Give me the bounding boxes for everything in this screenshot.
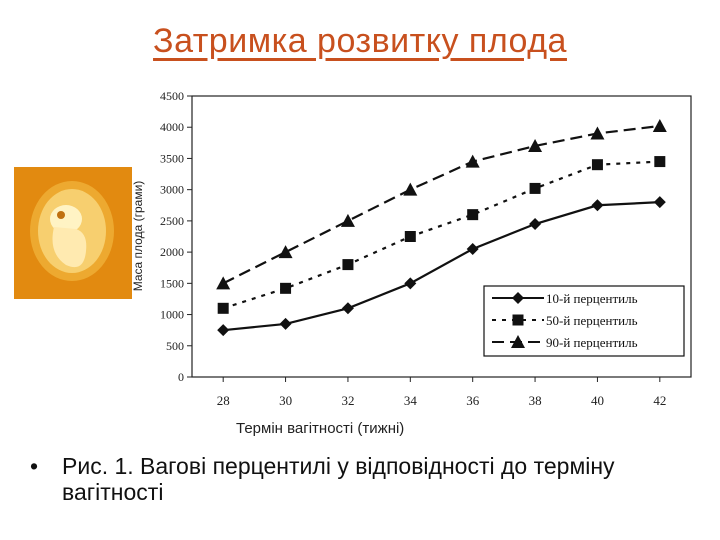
bullet: • bbox=[30, 453, 39, 479]
data-point-square bbox=[280, 282, 292, 294]
data-point-diamond bbox=[279, 317, 292, 330]
series-line bbox=[222, 124, 660, 285]
data-point-square bbox=[591, 159, 603, 171]
embryo-image-icon bbox=[14, 167, 132, 299]
plot-frame bbox=[191, 95, 692, 378]
data-point-diamond bbox=[404, 277, 417, 290]
data-point-diamond bbox=[217, 324, 230, 337]
slide-title: Затримка розвитку плода bbox=[153, 22, 567, 60]
legend-label: 50-й перцентиль bbox=[546, 313, 638, 328]
data-point-square bbox=[404, 231, 416, 242]
data-point-triangle bbox=[216, 276, 231, 290]
series-line bbox=[223, 201, 660, 332]
data-point-triangle bbox=[340, 213, 355, 227]
x-tick-label: 32 bbox=[341, 393, 354, 408]
y-tick-label: 1500 bbox=[160, 276, 184, 290]
y-tick-label: 4000 bbox=[160, 120, 184, 134]
data-point-diamond bbox=[653, 196, 666, 209]
x-tick-label: 36 bbox=[466, 393, 480, 408]
data-point-triangle bbox=[403, 182, 418, 196]
x-tick-label: 28 bbox=[217, 393, 230, 408]
y-axis-label: Маса плода (грами) bbox=[131, 181, 145, 292]
y-tick-label: 2000 bbox=[160, 245, 184, 259]
series-triangle bbox=[216, 118, 667, 290]
data-point-triangle bbox=[590, 126, 605, 140]
data-point-square bbox=[217, 302, 229, 314]
data-point-triangle bbox=[652, 118, 667, 132]
x-tick-label: 40 bbox=[591, 393, 604, 408]
figure-caption: • Рис. 1. Вагові перцентилі у відповідно… bbox=[30, 453, 650, 505]
y-tick-label: 500 bbox=[166, 339, 184, 353]
y-tick-label: 2500 bbox=[160, 214, 184, 228]
data-point-square bbox=[342, 259, 354, 271]
data-point-square bbox=[529, 182, 541, 194]
x-axis-label: Термін вагітності (тижні) bbox=[236, 420, 405, 437]
y-tick-label: 4500 bbox=[160, 89, 184, 103]
data-point-square bbox=[654, 156, 666, 168]
y-tick-label: 0 bbox=[178, 370, 184, 384]
y-tick-label: 3500 bbox=[160, 151, 184, 165]
data-point-diamond bbox=[341, 302, 354, 315]
data-point-square bbox=[467, 209, 479, 221]
legend-marker-square bbox=[512, 314, 524, 326]
y-tick-label: 1000 bbox=[160, 308, 184, 322]
data-point-diamond bbox=[466, 242, 479, 255]
data-point-triangle bbox=[278, 245, 293, 259]
data-point-diamond bbox=[529, 218, 542, 231]
data-point-diamond bbox=[591, 199, 604, 212]
caption-text: Рис. 1. Вагові перцентилі у відповідност… bbox=[62, 453, 615, 505]
legend: 10-й перцентиль 50-й перцентиль 90-й перце… bbox=[483, 285, 685, 357]
x-tick-label: 42 bbox=[653, 393, 666, 408]
legend-label: 10-й перцентиль bbox=[546, 291, 638, 306]
x-tick-label: 38 bbox=[529, 393, 542, 408]
x-tick-label: 34 bbox=[404, 393, 418, 408]
y-tick-label: 3000 bbox=[160, 183, 184, 197]
x-tick-label: 30 bbox=[279, 393, 292, 408]
series-line bbox=[222, 160, 660, 310]
series-square bbox=[217, 156, 666, 314]
legend-label: 90-й перцентиль bbox=[546, 335, 638, 350]
data-point-triangle bbox=[465, 154, 480, 168]
series-diamond bbox=[217, 196, 666, 337]
